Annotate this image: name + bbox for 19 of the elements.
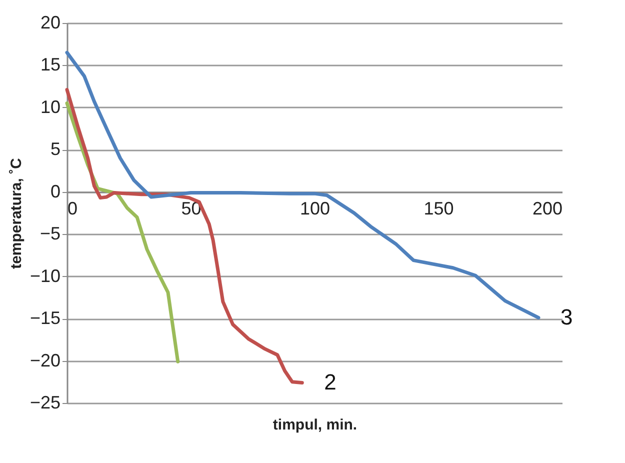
series-label: 3 (560, 304, 573, 330)
y-tick-label: −20 (30, 350, 60, 370)
x-tick-label: 200 (532, 198, 562, 218)
line-series (65, 101, 180, 364)
y-axis-title: temperatura, ˚C (8, 158, 25, 269)
series-label: 2 (324, 370, 336, 395)
y-tick-label: 15 (40, 54, 60, 75)
x-tick-label: 0 (68, 198, 78, 218)
y-tick-label: −10 (30, 266, 60, 286)
y-tick-label: −25 (30, 392, 60, 412)
y-tick-label: 0 (50, 181, 60, 202)
y-tick-label: 10 (40, 96, 60, 117)
x-tick-label: 150 (424, 198, 454, 218)
y-tick-label: −5 (40, 224, 60, 244)
x-tick-label: 100 (300, 198, 330, 218)
y-tick-label: −15 (30, 308, 60, 328)
y-tick-label: 5 (50, 139, 60, 160)
y-tick-label: 20 (40, 12, 60, 32)
x-axis-title: timpul, min. (272, 416, 358, 434)
